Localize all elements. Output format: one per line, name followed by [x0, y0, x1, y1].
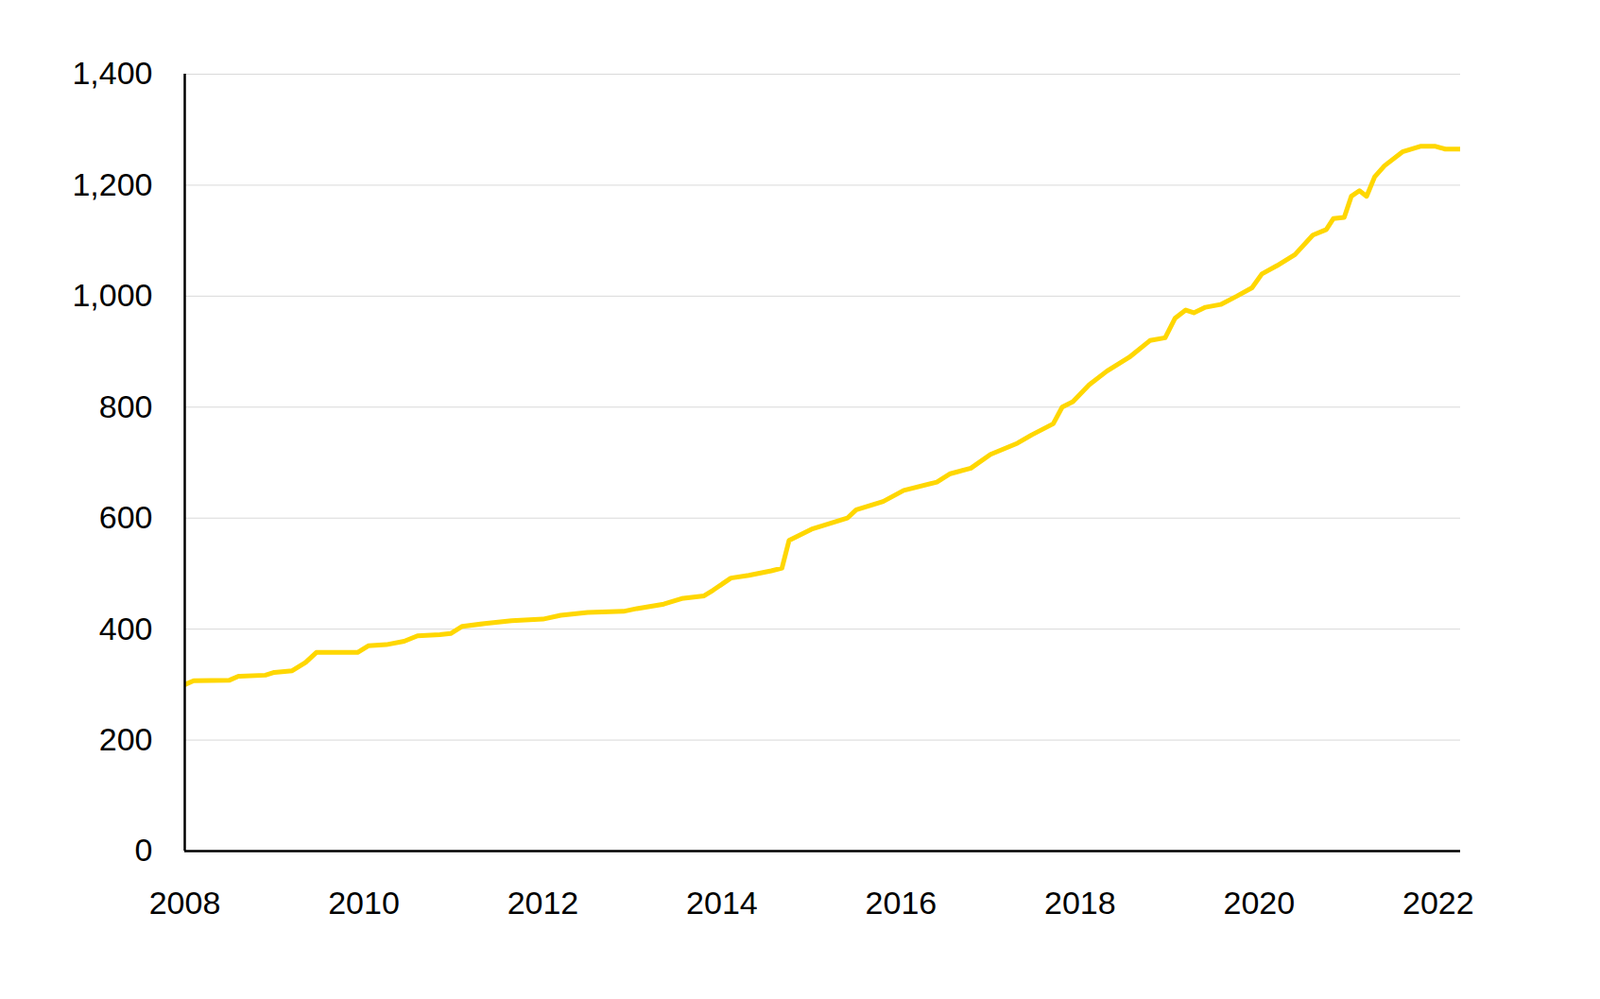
svg-text:1,400: 1,400	[71, 54, 153, 91]
svg-text:1,000: 1,000	[71, 276, 153, 313]
svg-text:0: 0	[135, 831, 154, 868]
svg-text:2022: 2022	[1402, 884, 1475, 921]
svg-text:400: 400	[99, 610, 154, 647]
svg-text:200: 200	[99, 721, 154, 757]
svg-text:800: 800	[99, 388, 154, 425]
svg-text:2020: 2020	[1223, 884, 1296, 921]
svg-text:1,200: 1,200	[71, 166, 153, 203]
svg-text:2014: 2014	[686, 884, 758, 921]
svg-text:2018: 2018	[1044, 884, 1117, 921]
svg-text:600: 600	[99, 498, 154, 535]
svg-text:2010: 2010	[327, 884, 400, 921]
svg-text:2008: 2008	[149, 884, 222, 921]
svg-text:2012: 2012	[507, 884, 580, 921]
svg-text:2016: 2016	[865, 884, 938, 921]
